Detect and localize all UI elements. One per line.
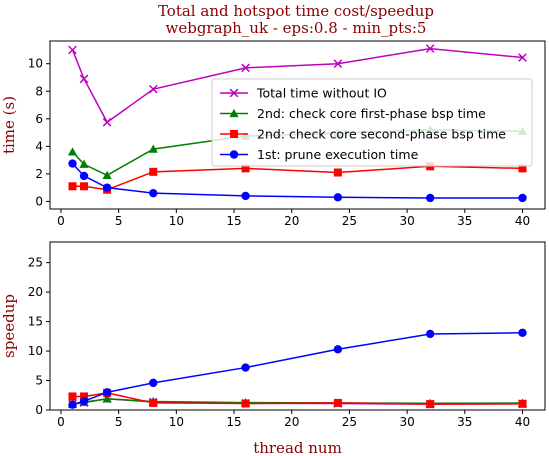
data-point <box>149 398 158 407</box>
legend-label: Total time without IO <box>256 86 387 101</box>
figure-title-line2: webgraph_uk - eps:0.8 - min_pts:5 <box>166 19 427 37</box>
x-tick-label: 35 <box>457 415 472 429</box>
data-point <box>333 193 343 202</box>
x-tick-label: 10 <box>169 415 184 429</box>
legend-label: 2nd: check core first-phase bsp time <box>257 106 486 121</box>
data-point <box>68 159 77 168</box>
data-point <box>102 170 112 179</box>
y-tick-label: 5 <box>35 374 43 388</box>
x-tick-label: 25 <box>342 214 357 228</box>
y-axis-label: time (s) <box>0 96 18 154</box>
time-axes: 0 5 10 15 20 25 30 35 40 0 2 4 6 8 10 time (s) Total tim… <box>0 40 546 228</box>
x-tick-label: 15 <box>226 214 241 228</box>
series-line-0 <box>71 47 523 124</box>
data-point <box>80 392 89 401</box>
x-tick-label: 20 <box>284 415 299 429</box>
legend-label: 2nd: check core second-phase bsp time <box>257 127 506 142</box>
x-tick-label: 25 <box>342 415 357 429</box>
speedup-axes: 0 5 10 15 20 25 30 35 40 0 5 10 15 20 25 speedup thread … <box>0 241 546 456</box>
x-tick-label: 10 <box>169 214 184 228</box>
x-tick-label: 15 <box>226 415 241 429</box>
data-point <box>102 117 112 127</box>
legend-marker <box>229 150 239 159</box>
series-line-3 <box>71 163 523 199</box>
data-point <box>79 171 89 181</box>
y-tick-label: 10 <box>28 57 43 71</box>
data-point <box>67 147 78 156</box>
plot-frame <box>49 241 546 411</box>
data-point <box>241 399 250 408</box>
x-tick-label: 0 <box>57 214 65 228</box>
data-point <box>518 53 527 62</box>
data-point <box>102 394 112 403</box>
data-point <box>68 182 77 191</box>
data-point <box>518 193 527 203</box>
x-tick-label: 30 <box>399 214 414 228</box>
data-point <box>80 182 89 191</box>
legend-label: 1st: prune execution time <box>257 147 419 162</box>
y-tick-label: 4 <box>35 139 43 153</box>
x-tick-label: 35 <box>457 214 472 228</box>
x-tick-label: 5 <box>115 214 123 228</box>
data-point <box>425 329 435 339</box>
y-tick-label: 0 <box>35 403 43 417</box>
x-tick-label: 40 <box>515 214 530 228</box>
data-point <box>518 399 527 408</box>
legend-marker <box>229 108 239 118</box>
y-tick-label: 15 <box>28 315 43 329</box>
data-point <box>102 183 112 192</box>
data-point <box>149 188 158 198</box>
data-point <box>241 63 250 73</box>
y-tick-label: 20 <box>28 285 43 299</box>
data-point <box>425 44 435 53</box>
y-tick-label: 2 <box>35 167 43 181</box>
data-point <box>333 59 343 69</box>
y-tick-label: 10 <box>28 344 43 358</box>
data-point <box>79 396 89 406</box>
data-point <box>241 191 250 201</box>
legend-marker <box>229 88 239 98</box>
y-axis-label: speedup <box>0 294 18 358</box>
y-tick-label: 8 <box>35 84 43 98</box>
data-point <box>68 392 77 401</box>
data-point <box>333 345 343 354</box>
data-point <box>148 144 158 153</box>
x-tick-label: 30 <box>399 415 414 429</box>
data-point <box>68 45 77 55</box>
data-point <box>426 400 435 409</box>
data-point <box>518 328 527 337</box>
data-point <box>79 159 89 168</box>
data-point <box>425 193 435 203</box>
legend: Total time without IO 2nd: check core fir… <box>211 78 533 167</box>
x-tick-label: 0 <box>57 415 65 429</box>
data-point <box>68 400 77 409</box>
figure-title-line1: Total and hotspot time cost/speedup <box>158 2 434 20</box>
data-point <box>333 398 342 407</box>
data-point <box>518 164 527 173</box>
legend-box <box>211 78 533 167</box>
y-tick-label: 25 <box>28 256 43 270</box>
data-point <box>241 363 250 372</box>
x-axis-label: thread num <box>253 439 342 456</box>
y-tick-label: 6 <box>35 112 43 126</box>
x-tick-label: 40 <box>515 415 530 429</box>
data-point <box>79 74 89 84</box>
x-tick-label: 5 <box>115 415 123 429</box>
data-point <box>241 164 250 173</box>
data-point <box>149 167 158 176</box>
data-point <box>149 378 158 388</box>
x-tick-label: 20 <box>284 214 299 228</box>
data-point <box>148 84 158 94</box>
data-point <box>333 168 342 177</box>
data-point <box>102 388 112 397</box>
y-tick-label: 0 <box>35 194 43 208</box>
legend-marker <box>230 130 238 138</box>
